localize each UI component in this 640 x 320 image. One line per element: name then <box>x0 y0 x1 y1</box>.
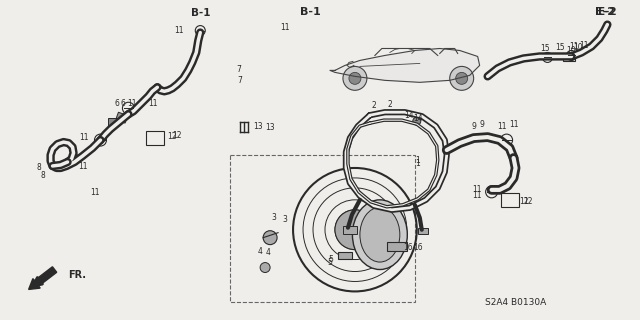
Bar <box>387 242 407 251</box>
Text: 6: 6 <box>120 99 125 108</box>
Text: 11: 11 <box>570 42 579 51</box>
Ellipse shape <box>360 207 400 262</box>
Text: E-2: E-2 <box>598 7 617 17</box>
Bar <box>230 155 415 302</box>
Text: 12: 12 <box>168 132 177 140</box>
Bar <box>108 118 118 126</box>
Text: E-2: E-2 <box>595 7 616 17</box>
Text: 11: 11 <box>472 191 481 200</box>
Text: 14: 14 <box>404 111 414 120</box>
Text: 11: 11 <box>78 163 87 172</box>
Text: 11: 11 <box>90 188 100 197</box>
Text: 16: 16 <box>413 243 422 252</box>
Text: 4: 4 <box>258 247 262 256</box>
Text: 6: 6 <box>114 99 119 108</box>
Circle shape <box>413 117 420 125</box>
Bar <box>338 252 352 259</box>
Text: 8: 8 <box>40 171 45 180</box>
Bar <box>343 226 357 234</box>
FancyArrow shape <box>29 267 57 289</box>
Bar <box>116 112 128 123</box>
Text: S2A4 B0130A: S2A4 B0130A <box>485 298 546 308</box>
Circle shape <box>349 72 361 84</box>
Text: 11: 11 <box>79 133 88 142</box>
Text: 3: 3 <box>271 213 276 222</box>
Text: 2: 2 <box>388 100 392 109</box>
Text: 9: 9 <box>479 120 484 129</box>
Text: 11: 11 <box>127 99 137 108</box>
Text: 7: 7 <box>236 65 241 74</box>
Circle shape <box>450 67 474 90</box>
Text: 12: 12 <box>172 131 182 140</box>
Text: 11: 11 <box>280 23 290 32</box>
Text: 5: 5 <box>328 254 333 264</box>
Bar <box>418 228 428 234</box>
Text: 12: 12 <box>524 197 533 206</box>
Text: 15: 15 <box>541 44 550 53</box>
Ellipse shape <box>353 200 407 269</box>
Text: 11: 11 <box>509 120 519 129</box>
Text: 10: 10 <box>573 44 583 52</box>
Text: 2: 2 <box>371 101 376 110</box>
Text: 7: 7 <box>237 76 243 85</box>
Text: 8: 8 <box>36 164 41 172</box>
Text: 11: 11 <box>472 185 482 194</box>
Text: 11: 11 <box>497 122 506 131</box>
Circle shape <box>335 210 375 250</box>
Text: B-1: B-1 <box>191 8 210 18</box>
Circle shape <box>456 72 468 84</box>
Circle shape <box>343 67 367 90</box>
Text: 12: 12 <box>519 197 528 206</box>
Text: 1: 1 <box>415 156 420 165</box>
Text: 5: 5 <box>328 258 332 267</box>
Text: 16: 16 <box>403 243 413 252</box>
Bar <box>147 131 164 145</box>
Text: 10: 10 <box>566 46 576 55</box>
Text: 15: 15 <box>556 44 565 52</box>
Circle shape <box>263 231 277 244</box>
Text: B-1: B-1 <box>300 7 321 17</box>
Text: 4: 4 <box>266 248 271 257</box>
Text: FR.: FR. <box>68 270 86 281</box>
Text: 11: 11 <box>579 42 589 51</box>
Text: 11: 11 <box>148 99 158 108</box>
Text: 1: 1 <box>415 159 420 169</box>
Circle shape <box>260 262 270 273</box>
Bar <box>563 53 575 61</box>
Text: 3: 3 <box>282 215 287 224</box>
Text: 13: 13 <box>265 123 275 132</box>
Polygon shape <box>330 49 479 82</box>
Text: 9: 9 <box>471 122 476 131</box>
Text: 13: 13 <box>253 122 263 131</box>
Bar <box>500 193 518 207</box>
Text: 14: 14 <box>413 114 422 123</box>
Text: 11: 11 <box>174 26 183 35</box>
